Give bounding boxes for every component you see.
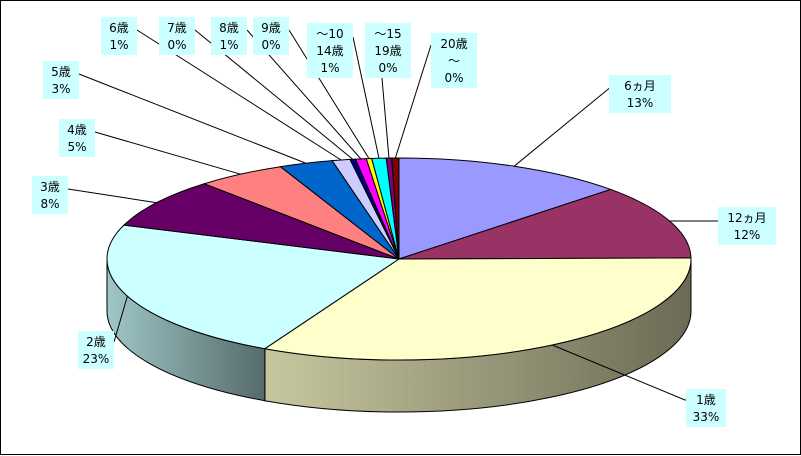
slice-category: 9歳 xyxy=(261,21,281,35)
slice-percent: 23% xyxy=(83,352,110,366)
slice-label-～10-14歳: ～10 14歳 1% xyxy=(307,23,353,78)
slice-category: ～ xyxy=(448,54,460,68)
slice-percent: 13% xyxy=(627,96,654,110)
slice-category: 19歳 xyxy=(374,44,401,58)
slice-percent: 3% xyxy=(51,82,70,96)
slice-category: ～10 xyxy=(316,27,343,41)
slice-category: 6歳 xyxy=(109,21,129,35)
leader-line-～15-19歳 xyxy=(381,67,389,158)
slice-label-6歳: 6歳1% xyxy=(101,17,137,55)
slice-category: ～15 xyxy=(374,27,401,41)
slice-percent: 0% xyxy=(378,61,397,75)
slice-label-9歳: 9歳0% xyxy=(253,17,289,55)
slice-label-～15-19歳: ～15 19歳 0% xyxy=(365,23,411,78)
slice-category: 7歳 xyxy=(167,21,187,35)
slice-category: 3歳 xyxy=(40,180,60,194)
leader-line-3歳 xyxy=(68,189,157,203)
slice-percent: 1% xyxy=(219,38,238,52)
slice-percent: 1% xyxy=(109,38,128,52)
slice-percent: 8% xyxy=(40,197,59,211)
leader-line-5歳 xyxy=(79,74,306,163)
slice-percent: 0% xyxy=(444,71,463,85)
slice-category: 6ヵ月 xyxy=(624,79,656,93)
slice-category: 14歳 xyxy=(316,44,343,58)
slice-category: 8歳 xyxy=(219,21,239,35)
slice-percent: 12% xyxy=(734,228,761,242)
slice-category: 5歳 xyxy=(51,65,71,79)
slice-category: 1歳 xyxy=(696,393,716,407)
leader-line-6ヵ月 xyxy=(514,86,612,166)
leader-line-4歳 xyxy=(95,132,240,174)
slice-percent: 0% xyxy=(261,38,280,52)
slice-percent: 5% xyxy=(67,140,86,154)
slice-label-8歳: 8歳1% xyxy=(211,17,247,55)
slice-percent: 1% xyxy=(320,61,339,75)
slice-label-4歳: 4歳5% xyxy=(59,119,95,157)
slice-label-7歳: 7歳0% xyxy=(159,17,195,55)
slice-category: 2歳 xyxy=(86,335,106,349)
slice-percent: 33% xyxy=(693,410,720,424)
slice-category: 12ヵ月 xyxy=(727,211,766,225)
slice-percent: 0% xyxy=(167,38,186,52)
slice-label-20歳-～: 20歳 ～ 0% xyxy=(431,33,477,88)
slice-label-5歳: 5歳3% xyxy=(43,61,79,99)
slice-label-12ヵ月: 12ヵ月 12% xyxy=(718,207,776,245)
slice-label-3歳: 3歳8% xyxy=(32,176,68,214)
slice-category: 20歳 xyxy=(440,37,467,51)
slice-category: 4歳 xyxy=(67,123,87,137)
